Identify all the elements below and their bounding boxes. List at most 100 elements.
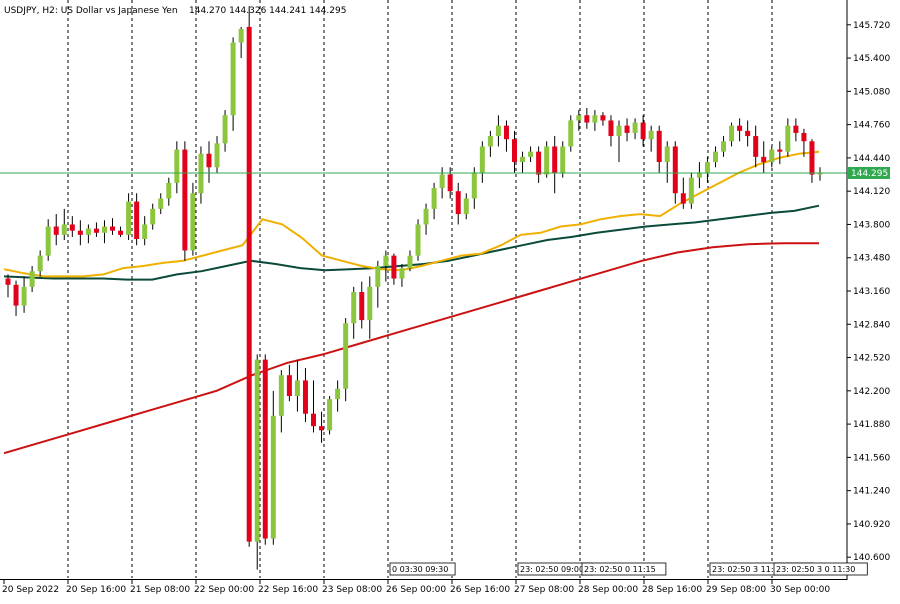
x-tick-label: 28 Sep 16:00: [642, 585, 702, 595]
candle: [351, 286, 357, 339]
chart-header-symbol: USDJPY, H2: US Dollar vs Japanese Yen: [4, 6, 178, 16]
candle: [158, 193, 164, 215]
x-tick-label: 30 Sep 00:00: [770, 585, 830, 595]
candle: [302, 367, 308, 423]
candle: [278, 370, 284, 433]
y-tick-label: 140.920: [853, 520, 890, 530]
candle: [528, 146, 534, 163]
candle: [134, 193, 140, 246]
candle: [680, 177, 686, 209]
candle: [407, 250, 413, 272]
candle: [552, 136, 558, 194]
candle: [142, 216, 148, 246]
candle: [319, 411, 325, 443]
session-label: 0 03:30 09:30: [389, 562, 456, 576]
candle: [560, 141, 566, 178]
chart-header-ohlc: 144.270 144.326 144.241 144.295: [189, 6, 346, 16]
x-tick-label: 29 Sep 08:00: [706, 585, 766, 595]
candle: [93, 222, 99, 237]
candle: [190, 182, 196, 256]
candle: [688, 172, 694, 209]
candle: [343, 318, 349, 402]
candle: [415, 219, 421, 261]
svg-text:144.295: 144.295: [851, 169, 888, 179]
candle: [696, 162, 702, 189]
candle: [584, 107, 590, 129]
x-tick-label: 22 Sep 00:00: [194, 585, 254, 595]
candle: [447, 167, 453, 199]
y-tick-label: 144.760: [853, 121, 890, 131]
x-tick-label: 28 Sep 00:00: [578, 585, 638, 595]
candle: [198, 146, 204, 204]
price-axis[interactable]: 145.720 145.400 145.080 144.760 144.440 144.1…: [847, 21, 890, 563]
candle: [568, 115, 574, 152]
y-tick-label: 141.240: [853, 487, 890, 497]
x-tick-label: 22 Sep 16:00: [258, 585, 318, 595]
candle: [471, 167, 477, 209]
candle: [431, 182, 437, 220]
candle: [327, 396, 333, 435]
candle: [29, 266, 35, 293]
candle: [69, 216, 75, 237]
candle: [793, 118, 799, 142]
candle: [616, 120, 622, 163]
candle: [230, 37, 236, 131]
y-tick-label: 140.600: [853, 553, 890, 563]
candle: [383, 250, 389, 282]
candle: [817, 167, 823, 181]
candle: [536, 146, 542, 183]
svg-text:23: 02:50 3 11: 14:30: 23: 02:50 3 11: 14:30: [712, 565, 799, 574]
grid: [67, 0, 773, 578]
candle: [608, 115, 614, 147]
x-tick-label: 26 Sep 16:00: [450, 585, 510, 595]
candle: [61, 208, 67, 241]
candle: [503, 120, 509, 152]
candle: [118, 226, 124, 237]
candle: [182, 141, 188, 261]
y-tick-label: 143.480: [853, 254, 890, 264]
svg-text:0 03:30 09:30: 0 03:30 09:30: [392, 565, 448, 574]
session-label: 23: 02:50 3 0 11:30: [773, 562, 868, 576]
y-tick-label: 145.720: [853, 21, 890, 31]
candle: [270, 390, 276, 545]
candle: [13, 280, 19, 316]
candle: [150, 203, 156, 230]
candle: [624, 118, 630, 142]
candle: [286, 364, 292, 402]
candle: [761, 141, 767, 173]
candle: [294, 359, 300, 412]
candle: [753, 125, 759, 168]
time-axis[interactable]: 20 Sep 2022 20 Sep 16:00 21 Sep 08:00 22 Se…: [2, 580, 830, 595]
candle: [214, 136, 220, 173]
svg-text:23: 02:50 3 0 11:30: 23: 02:50 3 0 11:30: [776, 565, 855, 574]
candle: [737, 118, 743, 142]
candle: [769, 146, 775, 168]
svg-text:23: 02:50 09:00: 23: 02:50 09:00: [520, 565, 584, 574]
candle: [174, 141, 180, 194]
candle: [809, 139, 815, 183]
y-tick-label: 143.160: [853, 287, 890, 297]
candle: [101, 220, 107, 244]
candle: [487, 130, 493, 157]
candle: [801, 128, 807, 157]
candle: [335, 380, 341, 412]
candle: [785, 118, 791, 157]
x-tick-label: 20 Sep 2022: [2, 585, 59, 595]
candle: [439, 167, 445, 199]
ma-slow-line: [3, 242, 819, 455]
candle: [640, 115, 646, 147]
candle: [110, 218, 116, 235]
candle: [77, 220, 83, 246]
candle: [777, 141, 783, 165]
candle: [463, 193, 469, 220]
candle: [495, 115, 501, 147]
y-tick-label: 141.880: [853, 420, 890, 430]
x-tick-label: 20 Sep 16:00: [66, 585, 126, 595]
candle: [511, 130, 517, 173]
candle: [656, 125, 662, 173]
current-price-tag: 144.295: [847, 166, 890, 179]
y-tick-label: 142.520: [853, 354, 890, 364]
candle: [672, 141, 678, 204]
